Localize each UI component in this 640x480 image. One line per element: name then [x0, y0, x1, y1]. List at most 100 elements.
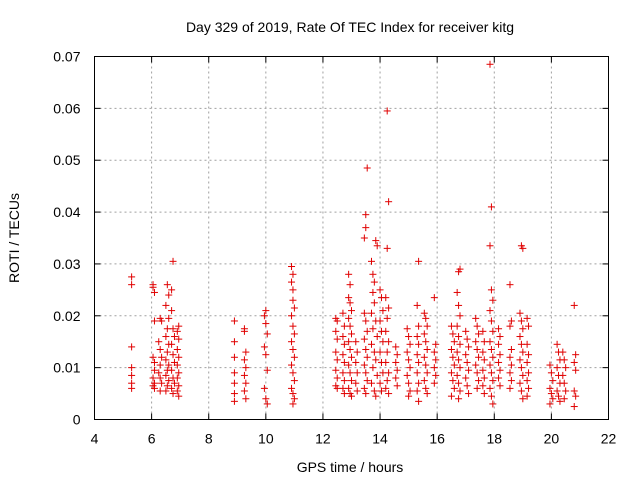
y-axis-label: ROTI / TECUs: [6, 193, 22, 283]
data-point: [519, 395, 527, 403]
data-point: [406, 387, 414, 395]
data-point: [162, 333, 170, 341]
data-point: [288, 384, 296, 392]
data-point: [242, 395, 250, 403]
data-point: [262, 307, 270, 315]
data-point: [340, 340, 348, 348]
data-point: [353, 369, 361, 377]
data-point: [333, 356, 341, 364]
data-point: [506, 384, 514, 392]
data-point: [496, 351, 504, 359]
data-point: [370, 387, 378, 395]
data-point: [415, 257, 423, 265]
data-point: [242, 348, 250, 356]
data-point: [339, 369, 347, 377]
data-point: [169, 325, 177, 333]
data-point: [360, 361, 368, 369]
data-point: [175, 392, 183, 400]
data-point: [360, 309, 368, 317]
data-point: [423, 369, 431, 377]
data-point: [486, 60, 494, 68]
data-point: [158, 353, 166, 361]
y-tick-label: 0: [73, 412, 81, 428]
data-point: [169, 351, 177, 359]
data-point: [495, 374, 503, 382]
y-tick-label: 0.07: [53, 49, 80, 65]
data-point: [158, 317, 166, 325]
data-point: [149, 353, 157, 361]
data-point: [449, 377, 457, 385]
data-point: [453, 322, 461, 330]
data-point: [168, 340, 176, 348]
data-point: [168, 307, 176, 315]
data-point: [382, 327, 390, 335]
data-point: [487, 369, 495, 377]
data-point: [413, 333, 421, 341]
data-point: [288, 278, 296, 286]
data-point: [549, 395, 557, 403]
data-point: [383, 244, 391, 252]
data-point: [162, 301, 170, 309]
y-tick-label: 0.06: [53, 100, 80, 116]
data-point: [345, 270, 353, 278]
data-point: [263, 400, 271, 408]
data-point: [382, 384, 390, 392]
data-point: [240, 371, 248, 379]
data-point: [289, 369, 297, 377]
data-point: [230, 338, 238, 346]
data-point: [367, 340, 375, 348]
data-point: [128, 384, 136, 392]
data-point: [332, 348, 340, 356]
data-point: [456, 364, 464, 372]
x-tick-label: 14: [372, 431, 388, 447]
data-point: [363, 353, 371, 361]
data-point: [560, 379, 568, 387]
data-point: [345, 338, 353, 346]
data-point: [432, 371, 440, 379]
data-point: [506, 281, 514, 289]
data-point: [420, 330, 428, 338]
data-point: [242, 364, 250, 372]
data-point: [506, 353, 514, 361]
data-point: [553, 340, 561, 348]
data-point: [480, 374, 488, 382]
data-point: [173, 327, 181, 335]
data-point: [405, 333, 413, 341]
data-point: [393, 351, 401, 359]
data-point: [456, 387, 464, 395]
data-point: [393, 366, 401, 374]
x-tick-label: 16: [429, 431, 445, 447]
data-point: [288, 263, 296, 271]
data-point: [450, 338, 458, 346]
data-point: [413, 301, 421, 309]
data-point: [487, 286, 495, 294]
data-point: [516, 309, 524, 317]
data-point: [376, 317, 384, 325]
data-point: [487, 392, 495, 400]
data-point: [348, 392, 355, 400]
data-point: [405, 379, 413, 387]
data-point: [489, 327, 497, 335]
data-point: [562, 387, 570, 395]
data-point: [570, 358, 578, 366]
data-point: [496, 333, 504, 341]
data-point: [367, 257, 375, 265]
data-point: [260, 384, 268, 392]
data-point: [362, 390, 370, 398]
data-point: [377, 387, 385, 395]
data-point: [367, 309, 375, 317]
data-point: [420, 377, 428, 385]
data-point: [240, 356, 248, 364]
data-point: [517, 387, 525, 395]
data-point: [369, 270, 377, 278]
data-point: [363, 164, 371, 172]
data-point: [156, 361, 164, 369]
data-point: [456, 312, 464, 320]
data-point: [487, 317, 495, 325]
data-point: [346, 322, 354, 330]
data-point: [489, 353, 497, 361]
data-point: [333, 374, 341, 382]
data-point: [150, 317, 158, 325]
data-point: [473, 322, 481, 330]
data-point: [453, 371, 461, 379]
